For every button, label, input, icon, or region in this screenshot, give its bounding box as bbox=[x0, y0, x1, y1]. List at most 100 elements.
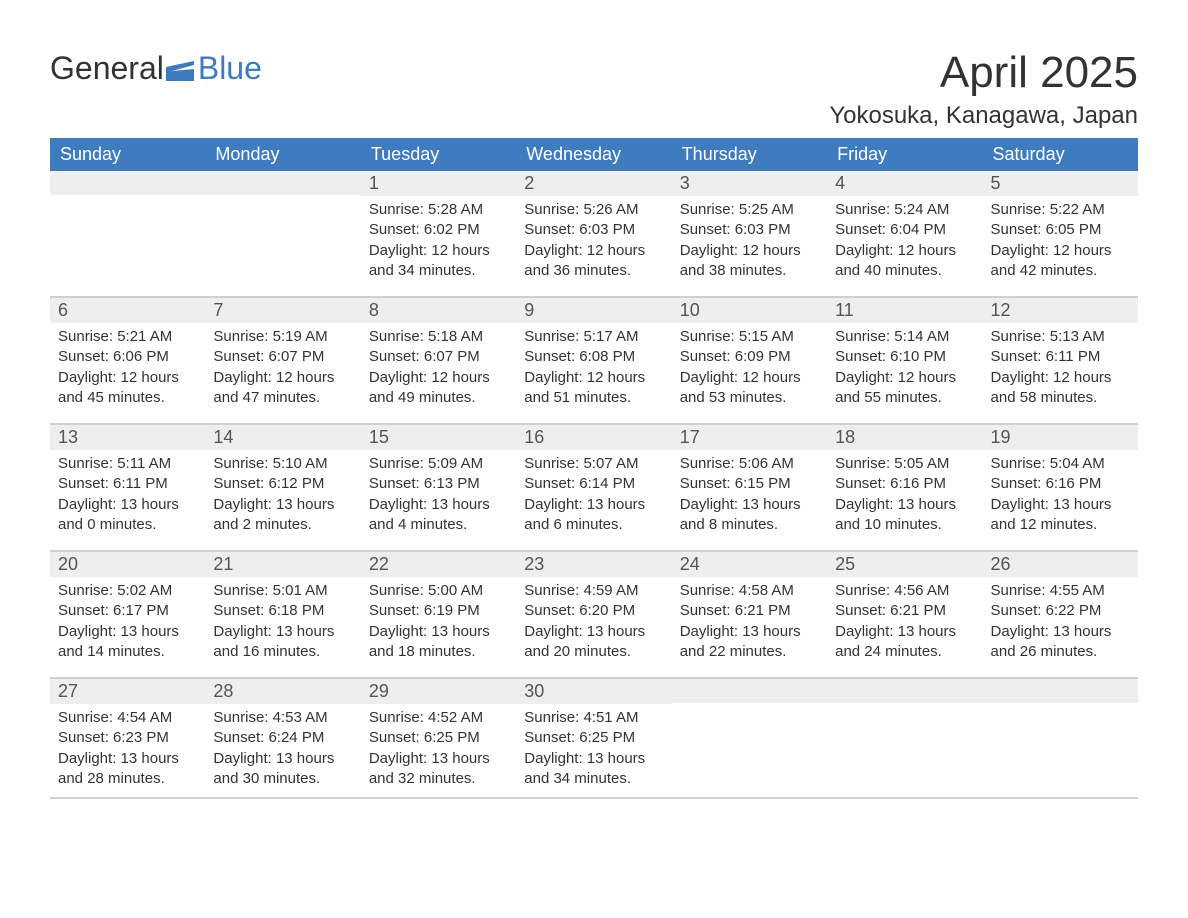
calendar-header-row: SundayMondayTuesdayWednesdayThursdayFrid… bbox=[50, 138, 1138, 171]
sunrise-line: Sunrise: 4:52 AM bbox=[369, 708, 508, 728]
sunrise-line: Sunrise: 5:17 AM bbox=[524, 327, 663, 347]
daylight-line: Daylight: 13 hours and 6 minutes. bbox=[524, 495, 663, 536]
sunset-line: Sunset: 6:18 PM bbox=[213, 601, 352, 621]
day-body: Sunrise: 4:53 AMSunset: 6:24 PMDaylight:… bbox=[205, 704, 360, 797]
day-number: 1 bbox=[361, 171, 516, 196]
sunset-line: Sunset: 6:19 PM bbox=[369, 601, 508, 621]
calendar-day-cell: 23Sunrise: 4:59 AMSunset: 6:20 PMDayligh… bbox=[516, 551, 671, 678]
daylight-line: Daylight: 12 hours and 36 minutes. bbox=[524, 241, 663, 282]
sunset-line: Sunset: 6:23 PM bbox=[58, 728, 197, 748]
daylight-line: Daylight: 13 hours and 20 minutes. bbox=[524, 622, 663, 663]
day-body: Sunrise: 4:51 AMSunset: 6:25 PMDaylight:… bbox=[516, 704, 671, 797]
calendar-day-cell: 12Sunrise: 5:13 AMSunset: 6:11 PMDayligh… bbox=[983, 297, 1138, 424]
weekday-header: Saturday bbox=[983, 138, 1138, 171]
day-body: Sunrise: 4:54 AMSunset: 6:23 PMDaylight:… bbox=[50, 704, 205, 797]
weekday-header: Wednesday bbox=[516, 138, 671, 171]
sunset-line: Sunset: 6:05 PM bbox=[991, 220, 1130, 240]
day-body: Sunrise: 5:11 AMSunset: 6:11 PMDaylight:… bbox=[50, 450, 205, 550]
daylight-line: Daylight: 13 hours and 0 minutes. bbox=[58, 495, 197, 536]
day-number: 9 bbox=[516, 298, 671, 323]
day-number: 17 bbox=[672, 425, 827, 450]
sunset-line: Sunset: 6:03 PM bbox=[680, 220, 819, 240]
daylight-line: Daylight: 12 hours and 47 minutes. bbox=[213, 368, 352, 409]
daylight-line: Daylight: 12 hours and 38 minutes. bbox=[680, 241, 819, 282]
day-number: 16 bbox=[516, 425, 671, 450]
title-block: April 2025 Yokosuka, Kanagawa, Japan bbox=[829, 50, 1138, 130]
sunrise-line: Sunrise: 5:05 AM bbox=[835, 454, 974, 474]
calendar-day-cell: 10Sunrise: 5:15 AMSunset: 6:09 PMDayligh… bbox=[672, 297, 827, 424]
brand-part2: Blue bbox=[198, 50, 262, 87]
calendar-day-cell: 26 Sunrise: 4:55 AMSunset: 6:22 PMDayligh… bbox=[983, 551, 1138, 678]
daylight-line: Daylight: 12 hours and 58 minutes. bbox=[991, 368, 1130, 409]
day-number: 22 bbox=[361, 552, 516, 577]
day-body: Sunrise: 5:17 AMSunset: 6:08 PMDaylight:… bbox=[516, 323, 671, 423]
sunrise-line: Sunrise: 5:04 AM bbox=[991, 454, 1130, 474]
day-body: Sunrise: 4:52 AMSunset: 6:25 PMDaylight:… bbox=[361, 704, 516, 797]
day-number bbox=[50, 171, 205, 195]
day-number: 27 bbox=[50, 679, 205, 704]
sunrise-line: Sunrise: 5:24 AM bbox=[835, 200, 974, 220]
sunset-line: Sunset: 6:16 PM bbox=[835, 474, 974, 494]
day-body: Sunrise: 5:24 AMSunset: 6:04 PMDaylight:… bbox=[827, 196, 982, 296]
calendar-day-cell: 15Sunrise: 5:09 AMSunset: 6:13 PMDayligh… bbox=[361, 424, 516, 551]
sunrise-line: Sunrise: 4:54 AM bbox=[58, 708, 197, 728]
sunset-line: Sunset: 6:22 PM bbox=[991, 601, 1130, 621]
sunrise-line: Sunrise: 5:10 AM bbox=[213, 454, 352, 474]
day-number bbox=[672, 679, 827, 703]
day-number: 21 bbox=[205, 552, 360, 577]
calendar-day-cell: 4Sunrise: 5:24 AMSunset: 6:04 PMDaylight… bbox=[827, 171, 982, 297]
daylight-line: Daylight: 13 hours and 8 minutes. bbox=[680, 495, 819, 536]
day-body: Sunrise: 4:56 AMSunset: 6:21 PMDaylight:… bbox=[827, 577, 982, 677]
sunrise-line: Sunrise: 5:11 AM bbox=[58, 454, 197, 474]
calendar-day-cell: 25Sunrise: 4:56 AMSunset: 6:21 PMDayligh… bbox=[827, 551, 982, 678]
day-body: Sunrise: 5:02 AMSunset: 6:17 PMDaylight:… bbox=[50, 577, 205, 677]
day-number: 25 bbox=[827, 552, 982, 577]
sunset-line: Sunset: 6:25 PM bbox=[369, 728, 508, 748]
day-body: Sunrise: 4:58 AMSunset: 6:21 PMDaylight:… bbox=[672, 577, 827, 677]
day-body: Sunrise: 5:00 AMSunset: 6:19 PMDaylight:… bbox=[361, 577, 516, 677]
day-body: Sunrise: 5:19 AMSunset: 6:07 PMDaylight:… bbox=[205, 323, 360, 423]
day-body: Sunrise: 5:10 AMSunset: 6:12 PMDaylight:… bbox=[205, 450, 360, 550]
day-number: 24 bbox=[672, 552, 827, 577]
brand-logo: General Blue bbox=[50, 50, 262, 87]
day-number bbox=[205, 171, 360, 195]
sunset-line: Sunset: 6:07 PM bbox=[213, 347, 352, 367]
calendar-week-row: 6Sunrise: 5:21 AMSunset: 6:06 PMDaylight… bbox=[50, 297, 1138, 424]
daylight-line: Daylight: 13 hours and 16 minutes. bbox=[213, 622, 352, 663]
sunset-line: Sunset: 6:17 PM bbox=[58, 601, 197, 621]
day-number: 26 bbox=[983, 552, 1138, 577]
sunrise-line: Sunrise: 5:19 AM bbox=[213, 327, 352, 347]
calendar-day-cell bbox=[672, 678, 827, 798]
daylight-line: Daylight: 13 hours and 26 minutes. bbox=[991, 622, 1130, 663]
sunset-line: Sunset: 6:13 PM bbox=[369, 474, 508, 494]
day-number: 2 bbox=[516, 171, 671, 196]
sunrise-line: Sunrise: 5:18 AM bbox=[369, 327, 508, 347]
calendar-day-cell: 6Sunrise: 5:21 AMSunset: 6:06 PMDaylight… bbox=[50, 297, 205, 424]
calendar-day-cell: 5Sunrise: 5:22 AMSunset: 6:05 PMDaylight… bbox=[983, 171, 1138, 297]
calendar-day-cell: 19Sunrise: 5:04 AMSunset: 6:16 PMDayligh… bbox=[983, 424, 1138, 551]
day-body: Sunrise: 5:04 AMSunset: 6:16 PMDaylight:… bbox=[983, 450, 1138, 550]
day-number: 12 bbox=[983, 298, 1138, 323]
daylight-line: Daylight: 13 hours and 12 minutes. bbox=[991, 495, 1130, 536]
brand-part1: General bbox=[50, 50, 164, 87]
sunrise-line: Sunrise: 5:14 AM bbox=[835, 327, 974, 347]
calendar-day-cell bbox=[205, 171, 360, 297]
sunrise-line: Sunrise: 5:22 AM bbox=[991, 200, 1130, 220]
sunrise-line: Sunrise: 4:55 AM bbox=[991, 581, 1130, 601]
weekday-header: Tuesday bbox=[361, 138, 516, 171]
sunrise-line: Sunrise: 5:07 AM bbox=[524, 454, 663, 474]
daylight-line: Daylight: 13 hours and 4 minutes. bbox=[369, 495, 508, 536]
sunset-line: Sunset: 6:25 PM bbox=[524, 728, 663, 748]
sunset-line: Sunset: 6:10 PM bbox=[835, 347, 974, 367]
brand-flag-icon bbox=[164, 50, 196, 87]
sunset-line: Sunset: 6:02 PM bbox=[369, 220, 508, 240]
day-body: Sunrise: 5:06 AMSunset: 6:15 PMDaylight:… bbox=[672, 450, 827, 550]
calendar-day-cell: 17Sunrise: 5:06 AMSunset: 6:15 PMDayligh… bbox=[672, 424, 827, 551]
sunset-line: Sunset: 6:07 PM bbox=[369, 347, 508, 367]
sunrise-line: Sunrise: 5:13 AM bbox=[991, 327, 1130, 347]
sunrise-line: Sunrise: 4:59 AM bbox=[524, 581, 663, 601]
day-number: 15 bbox=[361, 425, 516, 450]
day-number bbox=[983, 679, 1138, 703]
weekday-header: Monday bbox=[205, 138, 360, 171]
day-body: Sunrise: 5:14 AMSunset: 6:10 PMDaylight:… bbox=[827, 323, 982, 423]
